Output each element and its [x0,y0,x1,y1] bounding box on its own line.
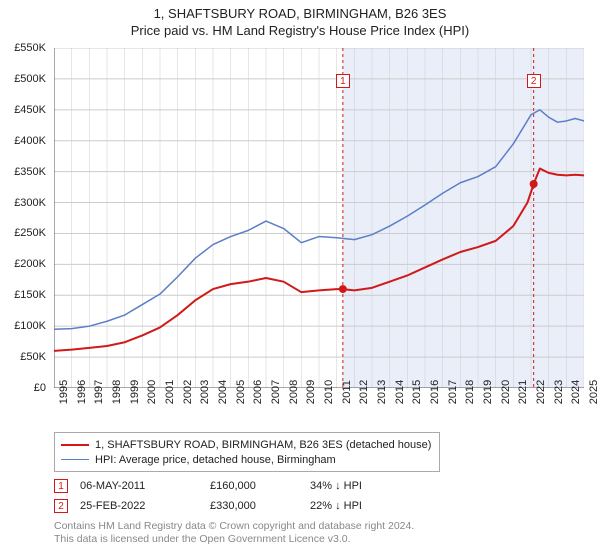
legend-row: HPI: Average price, detached house, Birm… [61,452,431,467]
x-tick-label: 2009 [305,380,317,404]
transaction-price: £160,000 [210,480,310,492]
y-tick-label: £150K [14,289,46,301]
legend-label: HPI: Average price, detached house, Birm… [95,454,336,466]
x-tick-label: 1999 [129,380,141,404]
transaction-pct: 34% ↓ HPI [310,480,420,492]
footer: Contains HM Land Registry data © Crown c… [54,520,414,546]
x-tick-label: 2012 [358,380,370,404]
x-tick-label: 2024 [570,380,582,404]
x-tick-label: 2002 [182,380,194,404]
x-tick-label: 2019 [482,380,494,404]
x-tick-label: 2016 [429,380,441,404]
transaction-pct: 22% ↓ HPI [310,500,420,512]
transactions-table: 1 06-MAY-2011£160,00034% ↓ HPI 2 25-FEB-202… [54,476,420,516]
x-tick-label: 2017 [447,380,459,404]
chart-svg [54,48,584,388]
y-tick-label: £400K [14,135,46,147]
x-tick-label: 2018 [464,380,476,404]
x-tick-label: 2015 [411,380,423,404]
transaction-marker: 1 [336,74,350,88]
legend-label: 1, SHAFTSBURY ROAD, BIRMINGHAM, B26 3ES … [95,439,431,451]
y-tick-label: £50K [20,351,46,363]
x-tick-label: 2014 [394,380,406,404]
title-block: 1, SHAFTSBURY ROAD, BIRMINGHAM, B26 3ES … [0,0,600,38]
x-tick-label: 2003 [199,380,211,404]
legend-swatch [61,444,89,446]
y-tick-label: £450K [14,104,46,116]
title-main: 1, SHAFTSBURY ROAD, BIRMINGHAM, B26 3ES [0,6,600,21]
transaction-row-marker: 2 [54,499,68,513]
x-tick-label: 2025 [588,380,600,404]
footer-line1: Contains HM Land Registry data © Crown c… [54,520,414,533]
transaction-date: 25-FEB-2022 [80,500,210,512]
y-tick-label: £0 [34,382,46,394]
y-axis: £0£50K£100K£150K£200K£250K£300K£350K£400… [0,48,50,388]
footer-line2: This data is licensed under the Open Gov… [54,533,414,546]
transaction-row-marker: 1 [54,479,68,493]
y-tick-label: £550K [14,42,46,54]
x-axis: 1995199619971998199920002001200220032004… [54,392,584,432]
x-tick-label: 2000 [146,380,158,404]
x-tick-label: 2007 [270,380,282,404]
transaction-row: 1 06-MAY-2011£160,00034% ↓ HPI [54,476,420,496]
x-tick-label: 1995 [58,380,70,404]
x-tick-label: 2011 [341,380,353,404]
x-tick-label: 2010 [323,380,335,404]
x-tick-label: 2020 [500,380,512,404]
y-tick-label: £350K [14,166,46,178]
chart-container: 1, SHAFTSBURY ROAD, BIRMINGHAM, B26 3ES … [0,0,600,560]
x-tick-label: 2004 [217,380,229,404]
title-sub: Price paid vs. HM Land Registry's House … [0,23,600,38]
transaction-price: £330,000 [210,500,310,512]
x-tick-label: 1997 [93,380,105,404]
x-tick-label: 2005 [235,380,247,404]
transaction-marker: 2 [527,74,541,88]
x-tick-label: 2013 [376,380,388,404]
x-tick-label: 2008 [288,380,300,404]
x-tick-label: 2021 [517,380,529,404]
x-tick-label: 2023 [553,380,565,404]
plot-area: 12 [54,48,584,388]
x-tick-label: 2006 [252,380,264,404]
y-tick-label: £100K [14,320,46,332]
x-tick-label: 1998 [111,380,123,404]
legend-swatch [61,459,89,461]
x-tick-label: 1996 [76,380,88,404]
y-tick-label: £250K [14,227,46,239]
legend: 1, SHAFTSBURY ROAD, BIRMINGHAM, B26 3ES … [54,432,440,472]
x-tick-label: 2001 [164,380,176,404]
legend-row: 1, SHAFTSBURY ROAD, BIRMINGHAM, B26 3ES … [61,437,431,452]
transaction-row: 2 25-FEB-2022£330,00022% ↓ HPI [54,496,420,516]
y-tick-label: £200K [14,258,46,270]
y-tick-label: £300K [14,197,46,209]
y-tick-label: £500K [14,73,46,85]
transaction-date: 06-MAY-2011 [80,480,210,492]
x-tick-label: 2022 [535,380,547,404]
